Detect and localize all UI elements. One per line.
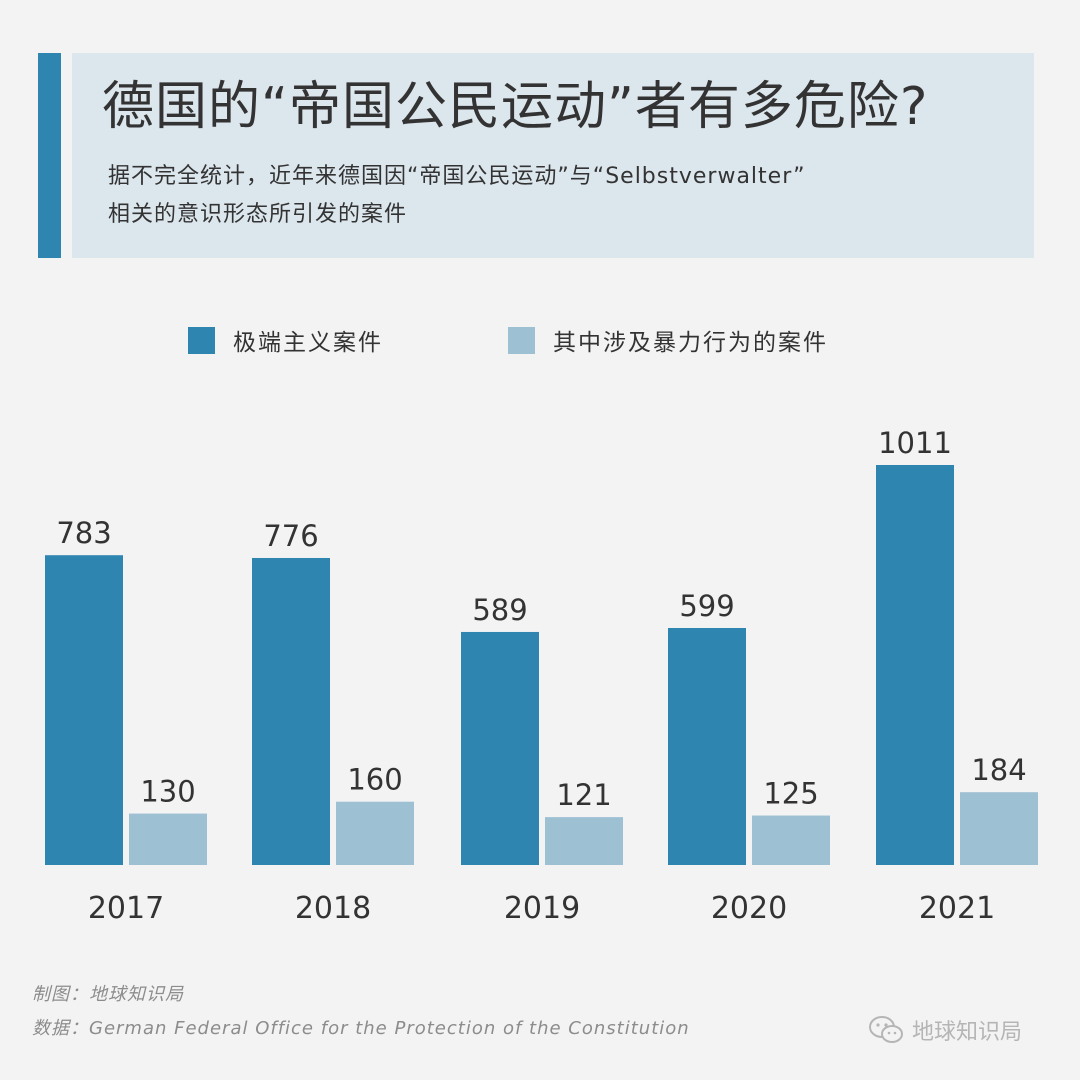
x-tick-2018: 2018	[295, 891, 371, 926]
x-tick-2017: 2017	[88, 891, 164, 926]
x-tick-2019: 2019	[504, 891, 580, 926]
data-label-violence-2020: 125	[763, 777, 818, 811]
bar-extremism-2019	[461, 631, 539, 865]
legend-swatch-violence	[508, 326, 535, 354]
data-label-extremism-2019: 589	[472, 593, 527, 627]
data-label-violence-2021: 184	[971, 753, 1026, 787]
legend-swatch-extremism	[188, 326, 215, 354]
footer-credit: 制图：地球知识局	[32, 984, 184, 1005]
data-label-extremism-2017: 783	[56, 516, 111, 550]
data-label-extremism-2018: 776	[263, 519, 318, 553]
bar-extremism-2021	[876, 465, 954, 865]
data-label-violence-2018: 160	[347, 763, 402, 797]
bar-violence-2020	[752, 815, 830, 865]
bar-violence-2021	[960, 792, 1038, 865]
page-title: 德国的“帝国公民运动”者有多危险?	[102, 77, 929, 137]
x-tick-2021: 2021	[919, 891, 995, 926]
data-label-extremism-2020: 599	[679, 589, 734, 623]
x-tick-2020: 2020	[711, 891, 787, 926]
wechat-icon	[869, 1016, 903, 1043]
legend-label-extremism: 极端主义案件	[233, 330, 383, 356]
bar-extremism-2017	[45, 555, 123, 865]
footer-source: 数据：German Federal Office for the Protect…	[32, 1018, 690, 1039]
subtitle-line-1: 据不完全统计，近年来德国因“帝国公民运动”与“Selbstverwalter”	[108, 164, 806, 189]
bar-extremism-2020	[668, 628, 746, 865]
header-accent-bar	[38, 53, 61, 258]
bar-extremism-2018	[252, 557, 330, 865]
legend-item-extremism: 极端主义案件	[188, 322, 383, 358]
header-box: 德国的“帝国公民运动”者有多危险? 据不完全统计，近年来德国因“帝国公民运动”与…	[72, 53, 1034, 258]
chart-legend: 极端主义案件 其中涉及暴力行为的案件	[0, 322, 1080, 358]
data-label-violence-2017: 130	[140, 775, 195, 809]
subtitle: 据不完全统计，近年来德国因“帝国公民运动”与“Selbstverwalter” …	[108, 158, 988, 234]
legend-label-violence: 其中涉及暴力行为的案件	[553, 330, 828, 356]
watermark: 地球知识局	[868, 1014, 1022, 1046]
data-label-violence-2019: 121	[556, 778, 611, 812]
legend-item-violence: 其中涉及暴力行为的案件	[508, 322, 828, 358]
subtitle-line-2: 相关的意识形态所引发的案件	[108, 202, 408, 227]
bar-violence-2019	[545, 817, 623, 865]
bar-violence-2017	[129, 813, 207, 865]
data-label-extremism-2021: 1011	[878, 426, 952, 460]
watermark-text: 地球知识局	[912, 1020, 1023, 1045]
bar-violence-2018	[336, 801, 414, 865]
